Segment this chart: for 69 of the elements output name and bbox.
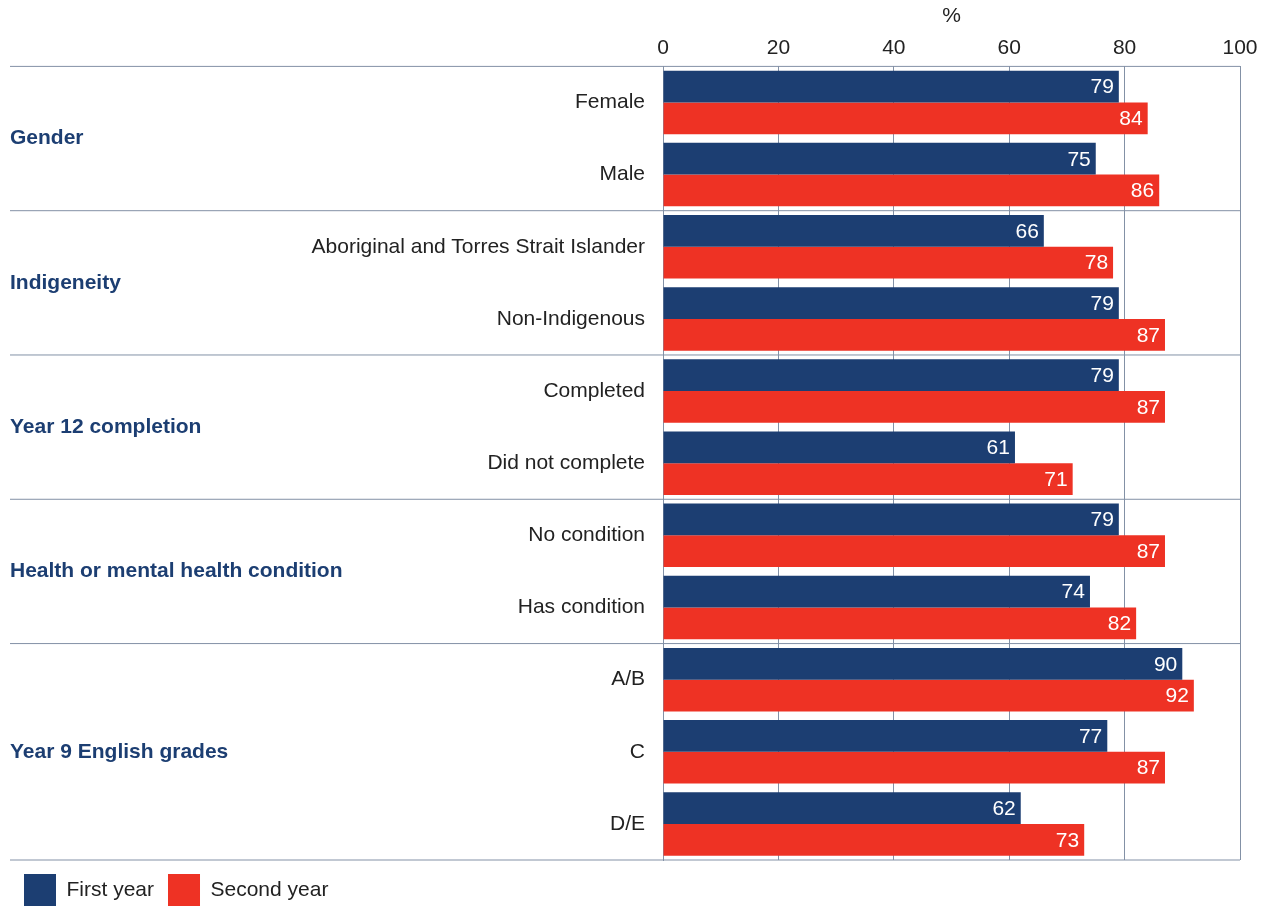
data-label: 66 <box>1015 218 1039 242</box>
data-label: 62 <box>992 795 1016 819</box>
data-label: 92 <box>1165 683 1189 707</box>
data-label: 87 <box>1136 539 1160 563</box>
y-tick-label: Did not complete <box>487 450 645 473</box>
text: Health or mental health condition <box>10 558 343 582</box>
y-tick-label: D/E <box>609 810 645 834</box>
x-axis-title: % <box>942 3 961 27</box>
bar <box>663 102 1148 135</box>
bar <box>663 142 1096 175</box>
bar <box>663 792 1021 824</box>
y-tick-label: Male <box>599 161 645 185</box>
data-label: 90 <box>1153 651 1178 675</box>
x-tick-label: 20 <box>766 34 791 58</box>
y-tick-label: A/B <box>611 666 645 690</box>
bar <box>663 575 1090 608</box>
data-label: 82 <box>1107 611 1132 635</box>
legend-label: First year <box>66 876 155 900</box>
text: Year 9 English grades <box>10 738 229 762</box>
x-tick-label: 100 <box>1222 34 1258 58</box>
data-label: 61 <box>986 435 1010 459</box>
data-label: 79 <box>1090 507 1114 531</box>
bar <box>663 720 1108 752</box>
x-tick-label: 0 <box>657 34 669 58</box>
x-tick-label: 40 <box>882 34 906 58</box>
bar <box>663 823 1085 856</box>
data-label: 71 <box>1044 466 1068 490</box>
data-label: 87 <box>1136 394 1160 418</box>
data-label: 77 <box>1078 723 1103 747</box>
data-label: 87 <box>1136 322 1160 346</box>
data-label: 79 <box>1090 290 1114 314</box>
bar <box>663 751 1165 784</box>
y-tick-label: Non-Indigenous <box>496 305 645 329</box>
data-label: 79 <box>1090 74 1114 98</box>
bar <box>663 503 1119 536</box>
x-tick-label: 60 <box>997 34 1021 58</box>
bar <box>663 391 1165 423</box>
bar <box>663 215 1044 247</box>
y-tick-label: Completed <box>543 377 645 401</box>
x-tick-label: 80 <box>1112 34 1137 58</box>
bar <box>663 359 1119 392</box>
data-label: 79 <box>1090 362 1114 386</box>
text: Indigeneity <box>10 269 122 293</box>
data-label: 74 <box>1061 579 1086 603</box>
bar <box>663 318 1165 351</box>
bar <box>663 174 1160 207</box>
bar <box>663 246 1114 279</box>
bar <box>663 431 1015 464</box>
bar <box>663 287 1119 319</box>
data-label: 84 <box>1119 106 1143 130</box>
data-label: 86 <box>1130 178 1155 202</box>
text: Gender <box>10 125 84 149</box>
bar <box>663 607 1137 640</box>
y-tick-label: C <box>629 738 645 762</box>
data-label: 75 <box>1067 146 1091 170</box>
text: Year 12 completion <box>10 413 202 437</box>
y-tick-label: Has condition <box>517 594 645 618</box>
bar <box>663 679 1194 712</box>
bar <box>663 647 1183 680</box>
data-label: 73 <box>1055 827 1080 851</box>
y-tick-label: Aboriginal and Torres Strait Islander <box>311 233 645 257</box>
bar <box>663 535 1165 568</box>
data-label: 87 <box>1136 755 1160 779</box>
data-label: 78 <box>1084 250 1109 274</box>
bar <box>663 463 1073 495</box>
y-tick-label: Female <box>574 89 645 113</box>
legend-label: Second year <box>210 876 329 900</box>
y-tick-label: No condition <box>528 522 645 546</box>
bar <box>663 70 1119 103</box>
